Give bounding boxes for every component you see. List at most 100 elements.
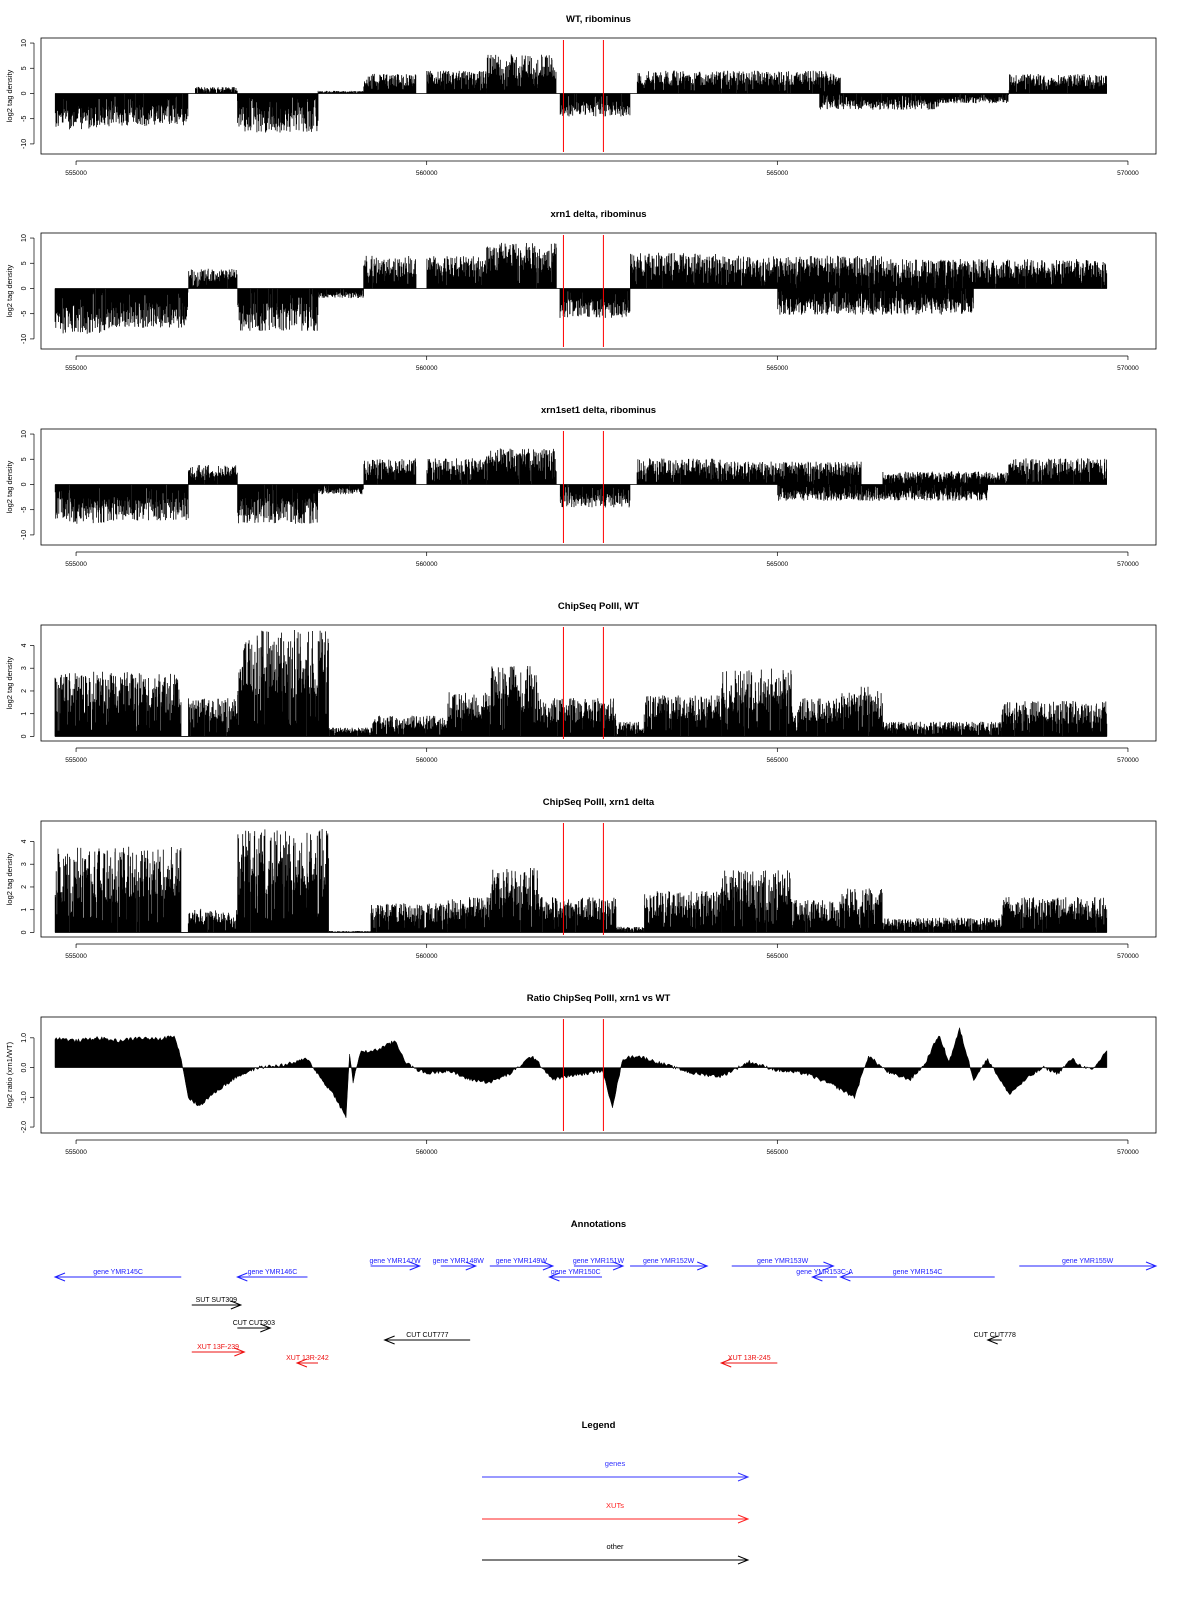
plot-frame	[40, 232, 1157, 350]
data-series	[54, 448, 1107, 524]
data-segment	[317, 484, 364, 495]
bar-mark	[559, 288, 631, 318]
feature-label: CUT CUT303	[233, 1320, 275, 1327]
bar-mark	[486, 448, 557, 485]
feature-label: gene YMR154C	[893, 1269, 943, 1276]
bar-mark	[1008, 74, 1107, 94]
y-tick-label: 4	[21, 643, 28, 647]
bar-mark	[882, 471, 1009, 485]
arrow-head-right-icon	[612, 1261, 625, 1271]
x-tick-label: 560000	[416, 953, 438, 960]
plot-frame	[40, 624, 1157, 742]
x-axis: 555000 560000 565000 570000	[65, 943, 1139, 960]
x-tick-label: 560000	[416, 365, 438, 372]
data-segment	[370, 715, 449, 737]
x-tick-label: 565000	[766, 1149, 788, 1156]
y-tick-label: 5	[21, 66, 28, 70]
annotation-others: CUT CUT778	[974, 1332, 1016, 1345]
y-axis-label: log2 tag density	[5, 656, 14, 709]
feature-label: CUT CUT778	[974, 1332, 1016, 1339]
bar-mark	[616, 721, 645, 737]
data-segment	[111, 288, 189, 328]
annotation-genes: gene YMR148W	[433, 1258, 485, 1271]
y-tick-label: 3	[21, 862, 28, 866]
y-tick-label: 5	[21, 457, 28, 461]
arrow-head-left-icon	[383, 1335, 395, 1345]
bar-mark	[486, 242, 557, 289]
bar-mark	[187, 908, 238, 933]
annotation-genes: gene YMR152W	[630, 1258, 709, 1271]
data-segment	[489, 868, 540, 933]
legend-item-XUTs: XUTs	[482, 1501, 750, 1524]
chart-title: xrn1set1 delta, ribominus	[541, 405, 656, 416]
data-segment	[237, 288, 319, 331]
bar-mark	[538, 698, 617, 737]
x-tick-label: 570000	[1117, 170, 1139, 177]
data-segment	[317, 288, 364, 299]
feature-label: gene YMR145C	[93, 1269, 143, 1276]
y-tick-label: -2.0	[21, 1121, 28, 1133]
bar-mark	[195, 86, 238, 94]
arrow-head-left-icon	[719, 1358, 732, 1368]
chart-title: xrn1 delta, ribominus	[550, 209, 646, 220]
bar-mark	[188, 268, 238, 289]
y-tick-label: 1	[21, 712, 28, 716]
annotation-genes: gene YMR147W	[370, 1258, 422, 1271]
annotation-genes: gene YMR150C	[548, 1269, 603, 1282]
legend-title: Legend	[582, 1420, 616, 1431]
plot-frame	[40, 1016, 1157, 1134]
data-segment	[777, 484, 988, 501]
y-tick-label: -10	[21, 139, 28, 149]
x-tick-label: 565000	[766, 953, 788, 960]
data-series	[54, 1027, 1108, 1118]
bar-mark	[188, 465, 238, 485]
feature-label: gene YMR151W	[573, 1258, 625, 1265]
bar-mark	[111, 288, 189, 328]
bar-mark	[720, 255, 883, 289]
annotation-genes: gene YMR154C	[839, 1269, 995, 1282]
feature-label: gene YMR147W	[370, 1258, 422, 1265]
feature-label: gene YMR148W	[433, 1258, 485, 1265]
arrow-head-left-icon	[236, 1272, 248, 1282]
arrow-head-right-icon	[542, 1261, 555, 1271]
bar-mark	[447, 897, 490, 933]
bar-mark	[1001, 897, 1108, 933]
data-segment	[426, 256, 487, 289]
arrow-head-left-icon	[53, 1272, 66, 1282]
bar-mark	[777, 484, 988, 501]
data-segment	[486, 448, 557, 485]
y-tick-label: 0	[21, 482, 28, 486]
bar-mark	[54, 93, 112, 130]
y-tick-label: 1.0	[21, 1033, 28, 1043]
arrow-head-right-icon	[697, 1261, 709, 1271]
y-axis: -10 -5 0 5 10	[21, 39, 35, 149]
data-segment	[54, 846, 182, 933]
x-axis: 555000 560000 565000 570000	[65, 747, 1139, 764]
bar-mark	[363, 458, 417, 485]
bar-mark	[363, 255, 417, 289]
bar-mark	[426, 70, 487, 94]
annotation-genes: gene YMR153C-A	[796, 1269, 853, 1282]
bar-mark	[328, 727, 371, 737]
bar-mark	[237, 630, 329, 737]
data-segment	[237, 93, 319, 133]
data-segment	[791, 900, 841, 933]
x-tick-label: 565000	[766, 365, 788, 372]
chart-panel-6: Ratio ChipSeq PolII, xrn1 vs WT -2.0 -1.0 0…	[5, 993, 1157, 1156]
y-tick-label: 10	[21, 39, 28, 47]
annotation-genes: gene YMR145C	[53, 1269, 182, 1282]
x-tick-label: 570000	[1117, 365, 1139, 372]
data-segment	[938, 93, 1009, 104]
data-segment	[538, 897, 617, 933]
bar-mark	[630, 252, 722, 289]
bar-mark	[237, 829, 329, 933]
bar-mark	[938, 93, 1009, 104]
data-segment	[559, 288, 631, 318]
bar-mark	[54, 846, 182, 933]
data-segment	[426, 70, 487, 94]
y-tick-label: 0.0	[21, 1063, 28, 1073]
y-tick-label: 1	[21, 908, 28, 912]
bar-mark	[882, 917, 1002, 933]
data-segment	[819, 93, 939, 110]
